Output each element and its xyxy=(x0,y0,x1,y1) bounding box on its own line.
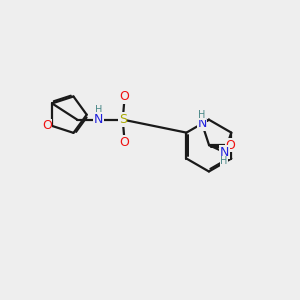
Text: H: H xyxy=(95,105,102,115)
Text: H: H xyxy=(198,110,205,120)
Text: O: O xyxy=(119,136,129,149)
Text: O: O xyxy=(42,119,52,132)
Text: H: H xyxy=(220,156,228,166)
Text: N: N xyxy=(220,146,229,159)
Text: N: N xyxy=(197,117,207,130)
Text: O: O xyxy=(226,139,236,152)
Text: S: S xyxy=(119,113,127,126)
Text: O: O xyxy=(119,90,129,103)
Text: N: N xyxy=(94,113,103,126)
